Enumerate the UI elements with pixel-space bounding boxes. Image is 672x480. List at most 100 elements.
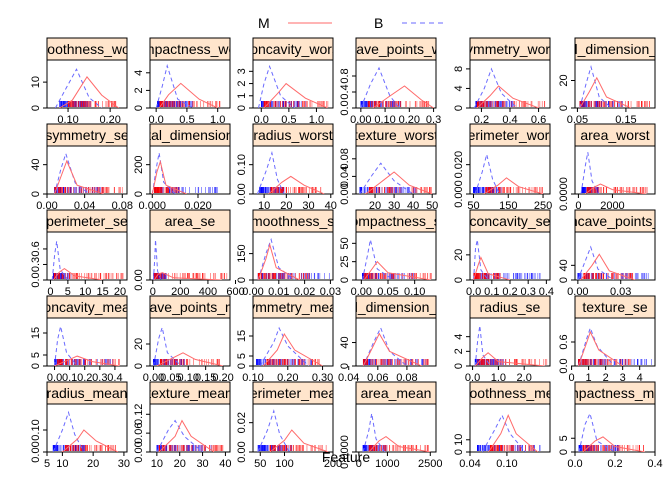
density-line-b bbox=[52, 410, 85, 452]
panel-smoothness_worst: smoothness_worst 0.10 0.20 0 10 bbox=[30, 37, 128, 126]
x-tick-label: 40 bbox=[219, 458, 231, 470]
x-tick-label: 0 bbox=[575, 200, 581, 212]
panel-frame bbox=[149, 231, 231, 281]
density-line-m bbox=[151, 159, 187, 194]
panel-texture_se: texture_se 0 1 2 3 4 0.0 0.6 bbox=[558, 295, 656, 384]
y-tick-label: 0.0 bbox=[558, 358, 570, 373]
panel-smoothness_se: smoothness_se 0.00 0.01 0.02 0.03 0 150 bbox=[236, 209, 341, 298]
strip-title: concave_points_mean bbox=[120, 299, 260, 315]
x-tick-label: 100 bbox=[275, 458, 293, 470]
x-tick-label: 0.03 bbox=[610, 286, 631, 298]
panel-area_se: area_se 0 200 400 600 0.00 bbox=[133, 209, 245, 298]
panel-concave_points_mean: concave_points_mean0.000.050.100.150.200… bbox=[120, 295, 260, 384]
x-tick-label: 0.0 bbox=[254, 114, 269, 126]
x-tick-label: 0.10 bbox=[404, 286, 425, 298]
x-tick-label: 0.10 bbox=[374, 114, 395, 126]
x-tick-label: 0.6 bbox=[531, 114, 546, 126]
panel-frame bbox=[46, 59, 128, 109]
y-tick-label: 0.0000 bbox=[558, 177, 570, 211]
y-tick-label: 0 bbox=[236, 105, 248, 111]
density-line-m bbox=[365, 171, 433, 194]
density-line-b bbox=[361, 239, 394, 280]
x-tick-label: 0.000 bbox=[139, 200, 167, 212]
x-tick-label: 4 bbox=[637, 372, 643, 384]
strip-title: concave_points_worst bbox=[327, 41, 466, 57]
legend-label-b: B bbox=[374, 15, 383, 31]
y-tick-label: 50 bbox=[339, 237, 351, 249]
y-tick-label: 4 bbox=[453, 334, 465, 340]
panel-frame bbox=[355, 231, 437, 281]
x-tick-label: 0.5 bbox=[179, 114, 194, 126]
panel-frame bbox=[574, 231, 656, 281]
panel-frame bbox=[574, 403, 656, 453]
x-tick-label: 2000 bbox=[600, 200, 624, 212]
strip-title: symmetry_worst bbox=[459, 41, 561, 57]
y-tick-label: 2 bbox=[453, 348, 465, 354]
density-line-m bbox=[156, 352, 224, 366]
panel-frame bbox=[252, 145, 334, 195]
panel-symmetry_worst: symmetry_worst 0.2 0.4 0.6 0 4 8 bbox=[453, 37, 561, 126]
y-tick-label: 0.00 bbox=[339, 183, 351, 204]
density-line-b bbox=[360, 66, 400, 108]
x-tick-label: 400 bbox=[199, 286, 217, 298]
x-tick-label: 0.0 bbox=[466, 286, 481, 298]
y-tick-label: 40 bbox=[30, 159, 42, 171]
strip-title: smoothness_mean bbox=[451, 385, 569, 401]
density-line-m bbox=[263, 82, 328, 108]
density-line-m bbox=[584, 183, 647, 194]
x-tick-label: 0 bbox=[150, 286, 156, 298]
x-tick-label: 15 bbox=[97, 286, 109, 298]
density-line-b bbox=[579, 64, 612, 108]
panel-frame bbox=[355, 59, 437, 109]
panel-frame bbox=[355, 403, 437, 453]
y-tick-label: 0.04 bbox=[339, 166, 351, 187]
x-tick-label: 0.0 bbox=[47, 372, 62, 384]
y-tick-label: 0.00 bbox=[236, 441, 248, 462]
density-line-b bbox=[359, 162, 414, 194]
density-line-b bbox=[155, 63, 194, 108]
x-tick-label: 0.05 bbox=[567, 114, 588, 126]
x-tick-label: 10 bbox=[79, 286, 91, 298]
y-tick-label: 0 bbox=[558, 449, 570, 455]
x-tick-label: 200 bbox=[324, 458, 342, 470]
y-tick-label: 0.000 bbox=[453, 180, 465, 208]
density-line-b bbox=[362, 413, 386, 452]
panel-frame bbox=[252, 317, 334, 367]
x-tick-label: 10 bbox=[258, 200, 270, 212]
panel-concavity_mean: concavity_mean 0.0 0.1 0.2 0.3 0.4 0 5 15 bbox=[30, 295, 128, 384]
panel-frame bbox=[355, 317, 437, 367]
y-tick-label: 2 bbox=[236, 80, 248, 86]
y-tick-label: 0.0 bbox=[339, 100, 351, 115]
panel-perimeter_se: perimeter_se 0 5 10 15 20 0.00.30.6 bbox=[30, 209, 128, 298]
density-line-m bbox=[54, 355, 120, 366]
x-tick-label: 0.30 bbox=[312, 372, 333, 384]
density-line-m bbox=[483, 177, 544, 194]
y-tick-label: 0 bbox=[30, 105, 42, 111]
y-tick-label: 0.0 bbox=[30, 272, 42, 287]
density-line-b bbox=[51, 241, 69, 280]
y-tick-label: 5 bbox=[30, 352, 42, 358]
panel-compactness_se: compactness_se 0.00 0.05 0.10 0 25 50 bbox=[339, 209, 437, 298]
x-tick-label: 0.10 bbox=[242, 372, 263, 384]
x-tick-label: 0.3 bbox=[426, 114, 441, 126]
x-tick-label: 0.2 bbox=[502, 286, 517, 298]
x-tick-label: 30 bbox=[388, 200, 400, 212]
density-line-m bbox=[579, 76, 632, 108]
y-tick-label: 0.4 bbox=[339, 84, 351, 99]
y-tick-label: 20 bbox=[453, 249, 465, 261]
x-tick-label: 0.10 bbox=[178, 372, 199, 384]
y-tick-label: 0.10 bbox=[30, 419, 42, 440]
x-tick-label: 0.020 bbox=[184, 200, 212, 212]
density-line-b bbox=[256, 150, 285, 194]
y-tick-label: 0.3 bbox=[30, 257, 42, 272]
x-tick-label: 2.0 bbox=[517, 372, 532, 384]
x-tick-label: 0.00 bbox=[350, 114, 371, 126]
x-tick-label: 600 bbox=[226, 286, 244, 298]
density-line-m bbox=[62, 429, 119, 452]
panel-compactness_worst: compactness_worst 0.0 0.5 1.0 0 2 4 bbox=[133, 37, 231, 126]
y-tick-label: 10 bbox=[30, 76, 42, 88]
y-tick-label: 0.08 bbox=[339, 148, 351, 169]
panel-radius_worst: radius_worst 10 20 30 40 0.00 0.10 bbox=[236, 123, 337, 212]
